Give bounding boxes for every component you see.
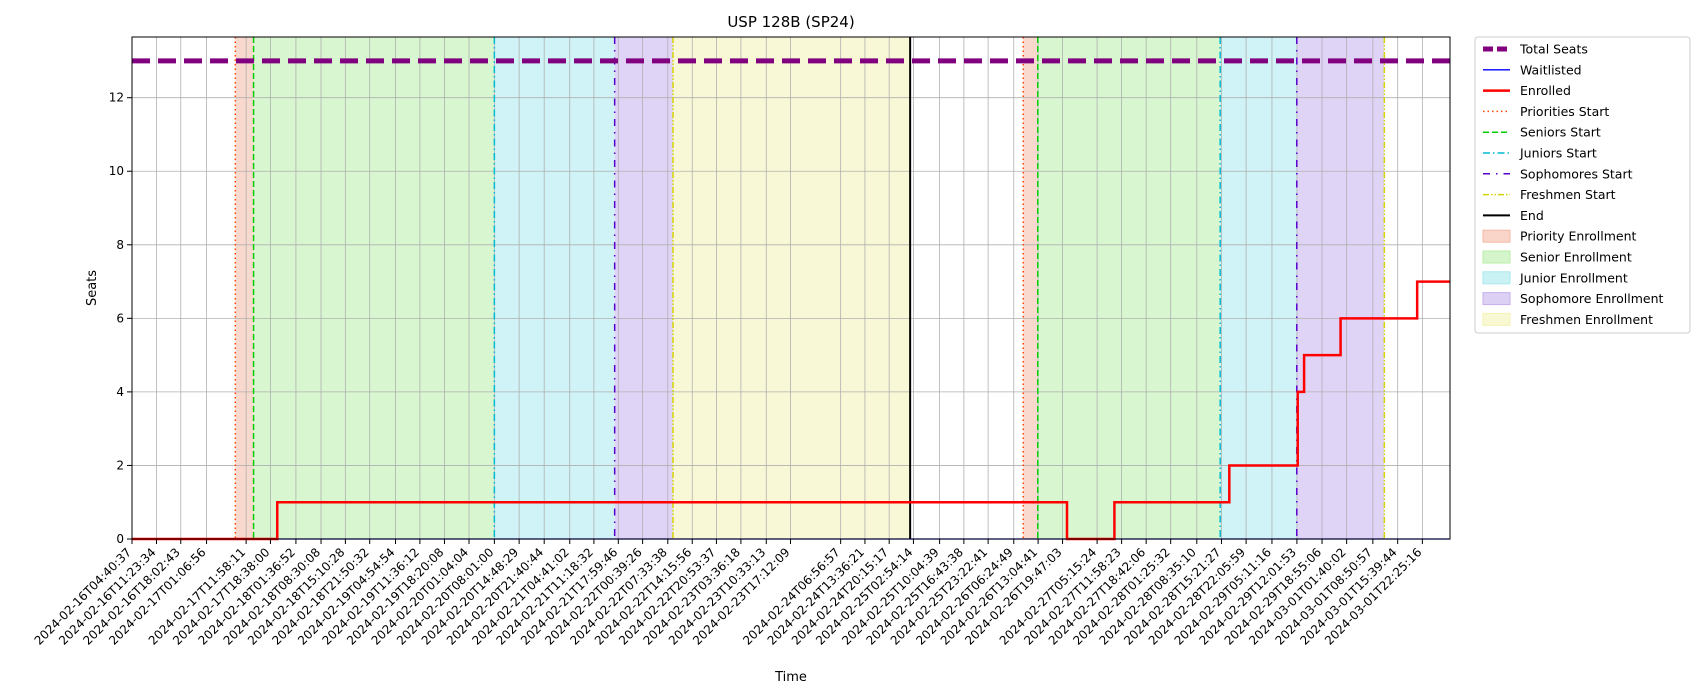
legend-label-senior-enrollment: Senior Enrollment <box>1520 250 1632 265</box>
shade-senior-enrollment <box>1037 37 1221 539</box>
y-axis: 0 2 4 6 8 10 12 <box>109 91 132 546</box>
shaded-periods <box>235 37 1385 539</box>
y-axis-label: Seats <box>85 270 100 306</box>
shade-junior-enrollment <box>494 37 615 539</box>
legend-label-juniors-start: Juniors Start <box>1519 146 1597 161</box>
legend-swatch-sophomore-enrollment <box>1482 292 1511 306</box>
shade-priority-enrollment <box>1023 37 1038 539</box>
legend-label-priorities-start: Priorities Start <box>1520 104 1609 119</box>
legend-label-seniors-start: Seniors Start <box>1520 125 1601 140</box>
x-axis-label: Time <box>774 670 807 685</box>
legend-label-end: End <box>1520 208 1544 223</box>
y-tick-label: 0 <box>116 532 124 546</box>
legend-label-sophomores-start: Sophomores Start <box>1520 166 1633 181</box>
legend-label-sophomore-enrollment: Sophomore Enrollment <box>1520 291 1664 306</box>
legend-label-total-seats: Total Seats <box>1519 42 1588 57</box>
legend-swatch-priority-enrollment <box>1482 229 1511 243</box>
legend-label-freshmen-enrollment: Freshmen Enrollment <box>1520 312 1653 327</box>
shade-senior-enrollment <box>253 37 495 539</box>
y-tick-label: 8 <box>116 238 124 252</box>
legend-swatch-junior-enrollment <box>1482 271 1511 285</box>
x-axis: 2024-02-16T04:40:372024-02-16T11:23:3420… <box>32 539 1424 648</box>
legend-box <box>1474 36 1691 334</box>
legend-swatch-senior-enrollment <box>1482 250 1511 264</box>
shade-priority-enrollment <box>235 37 254 539</box>
legend: Total Seats Waitlisted Enrolled Priorities … <box>1474 36 1691 334</box>
shade-sophomore-enrollment <box>614 37 674 539</box>
y-tick-label: 6 <box>116 311 124 325</box>
legend-label-priority-enrollment: Priority Enrollment <box>1520 229 1637 244</box>
x-tick-label: 2024-02-16T11:23:34 <box>56 545 159 648</box>
y-tick-label: 2 <box>116 458 124 472</box>
phase-lines <box>234 37 1386 539</box>
grid <box>131 37 1450 540</box>
shade-sophomore-enrollment <box>1296 37 1385 539</box>
legend-label-freshmen-start: Freshmen Start <box>1520 187 1616 202</box>
series-line-enrolled <box>132 280 1450 541</box>
shade-freshmen-enrollment <box>673 37 911 539</box>
y-tick-label: 4 <box>116 385 124 399</box>
legend-label-waitlisted: Waitlisted <box>1520 62 1582 77</box>
chart-title: USP 128B (SP24) <box>727 13 854 31</box>
legend-swatch-freshmen-enrollment <box>1482 312 1511 326</box>
legend-label-enrolled: Enrolled <box>1520 83 1571 98</box>
shade-junior-enrollment <box>1220 37 1297 539</box>
y-tick-label: 10 <box>109 164 124 178</box>
y-tick-label: 12 <box>109 91 124 105</box>
legend-label-junior-enrollment: Junior Enrollment <box>1519 270 1628 285</box>
